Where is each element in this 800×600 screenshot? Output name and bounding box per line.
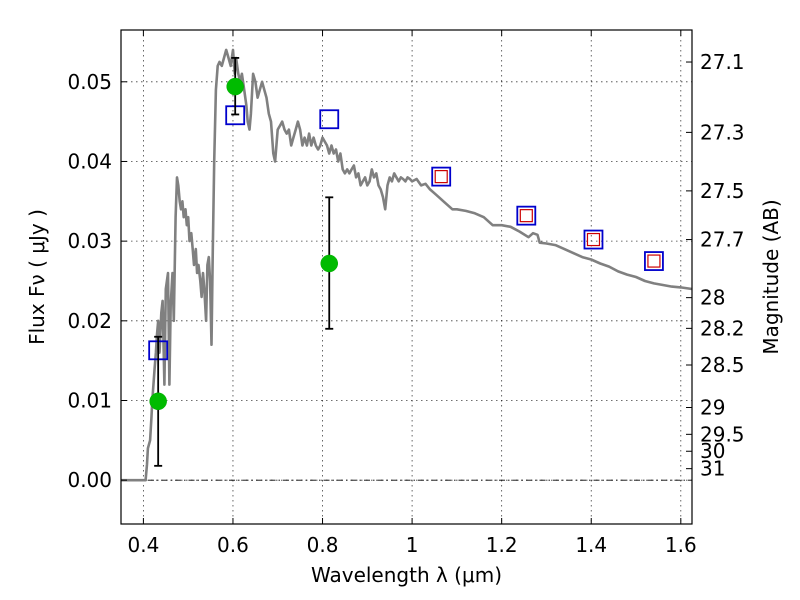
x-tick-label: 0.4 [127,533,159,557]
x-tick-label: 0.6 [217,533,249,557]
x-axis-label: Wavelength λ (μm) [311,563,502,587]
right-axis-tick-label: 29.5 [700,422,745,446]
model-photometry-inner-point [434,170,448,184]
model-spectrum-line [121,48,693,482]
model-photometry-point [644,251,664,271]
right-axis-tick-label: 30 [700,439,725,463]
right-axis-tick-label: 29 [700,396,725,420]
axis-ticks: 0.4 0.6 0.8 1 1.2 1.4 1.6 0.00 0.01 0.02 0.03 0.04 0… [67,30,745,557]
right-axis-tick-label: 28.2 [700,316,745,340]
x-tick-label: 1 [406,533,419,557]
x-tick-label: 1.4 [575,533,607,557]
model-photometry-inner-point [519,209,533,223]
observed-flux-point [149,392,167,411]
y-tick-label: 0.04 [67,149,112,173]
x-tick-label: 0.8 [307,533,339,557]
right-axis-tick-label: 27.5 [700,179,745,203]
x-tick-label: 1.2 [486,533,518,557]
model-photometry-point [516,205,537,226]
model-photometry-point [319,109,340,130]
y-tick-label: 0.02 [67,309,112,333]
right-axis-tick-label: 28 [700,286,725,310]
right-axis-tick-label: 27.1 [700,50,745,74]
model-photometry-point [431,166,452,187]
model-photometry-point [583,229,604,250]
observed-flux-point [320,254,338,273]
model-photometry-inner-point [586,232,601,247]
observed-flux-point [226,77,244,96]
y-tick-label: 0.05 [67,70,112,94]
plot-frame [120,29,693,525]
model-photometry-inner-point [647,254,661,268]
x-tick-label: 1.6 [665,533,697,557]
y-tick-label: 0.00 [67,468,112,492]
plot-area [121,48,693,482]
right-axis-tick-label: 31 [700,457,725,481]
right-axis-label: Magnitude (AB) [759,199,783,354]
right-axis-tick-label: 27.3 [700,120,745,144]
y-tick-label: 0.01 [67,389,112,413]
right-axis-tick-label: 27.7 [700,228,745,252]
y-axis-label: Flux Fν ( μJy ) [25,209,49,345]
right-axis-tick-label: 28.5 [700,353,745,377]
y-tick-label: 0.03 [67,229,112,253]
